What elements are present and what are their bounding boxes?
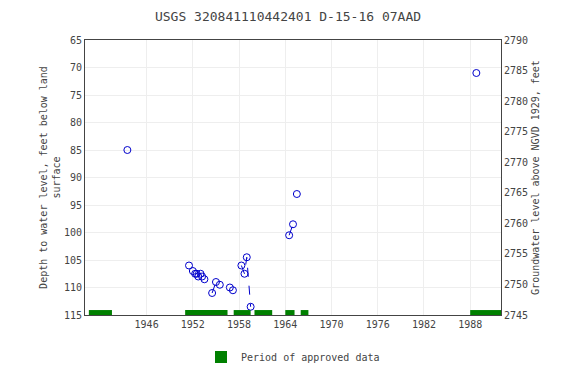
svg-text:70: 70 [70, 62, 82, 73]
svg-text:1970: 1970 [319, 319, 343, 330]
svg-text:Depth to water level, feet bel: Depth to water level, feet below landsur… [38, 66, 62, 289]
svg-text:85: 85 [70, 145, 82, 156]
svg-text:115: 115 [64, 310, 82, 321]
svg-text:2750: 2750 [504, 279, 528, 290]
svg-text:2755: 2755 [504, 248, 528, 259]
svg-text:2770: 2770 [504, 157, 528, 168]
svg-text:100: 100 [64, 227, 82, 238]
svg-text:USGS 320841110442401 D-15-16 0: USGS 320841110442401 D-15-16 07AAD [155, 9, 421, 24]
svg-text:75: 75 [70, 90, 82, 101]
svg-text:95: 95 [70, 200, 82, 211]
svg-text:2785: 2785 [504, 65, 528, 76]
svg-text:110: 110 [64, 282, 82, 293]
svg-text:1964: 1964 [273, 319, 297, 330]
svg-text:Period of approved data: Period of approved data [241, 352, 379, 363]
svg-text:80: 80 [70, 117, 82, 128]
svg-text:90: 90 [70, 172, 82, 183]
svg-text:2790: 2790 [504, 35, 528, 46]
svg-text:2745: 2745 [504, 310, 528, 321]
svg-text:1988: 1988 [458, 319, 482, 330]
svg-text:1952: 1952 [181, 319, 205, 330]
svg-text:1958: 1958 [227, 319, 251, 330]
svg-text:2780: 2780 [504, 96, 528, 107]
svg-text:2760: 2760 [504, 218, 528, 229]
svg-text:2765: 2765 [504, 187, 528, 198]
svg-text:2775: 2775 [504, 126, 528, 137]
svg-text:65: 65 [70, 35, 82, 46]
svg-text:1982: 1982 [412, 319, 436, 330]
svg-text:1946: 1946 [135, 319, 159, 330]
svg-text:105: 105 [64, 255, 82, 266]
svg-text:1976: 1976 [366, 319, 390, 330]
svg-text:Groundwater level above NGVD 1: Groundwater level above NGVD 1929, feet [530, 60, 541, 295]
